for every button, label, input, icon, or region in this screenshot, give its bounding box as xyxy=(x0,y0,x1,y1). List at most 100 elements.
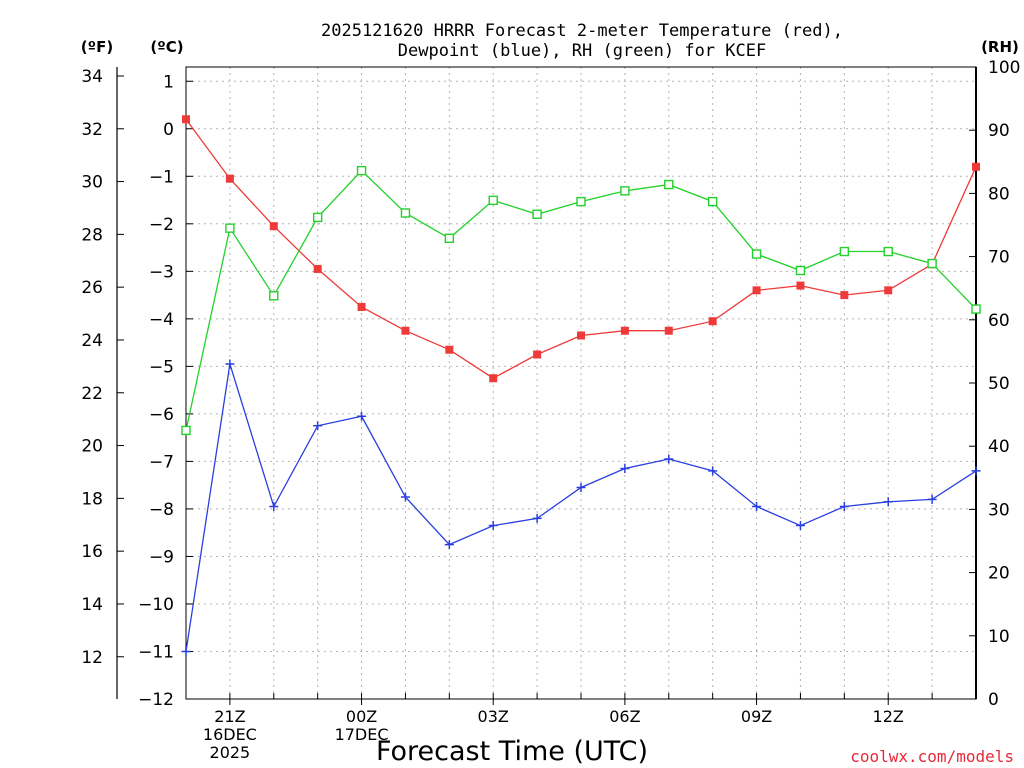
celsius-tick-label: −6 xyxy=(149,405,174,425)
celsius-tick-label: −9 xyxy=(149,547,174,567)
rh-point xyxy=(356,165,367,176)
rh-point xyxy=(707,196,718,207)
rh-point xyxy=(751,249,762,259)
fahrenheit-tick-label: 32 xyxy=(81,120,103,140)
celsius-tick-label: −8 xyxy=(149,500,174,520)
rh-tick-label: 90 xyxy=(988,121,1010,141)
celsius-tick-label: 1 xyxy=(163,72,174,92)
rh-tick-label: 50 xyxy=(988,374,1010,394)
dewpoint-point xyxy=(488,521,498,531)
dewpoint-point xyxy=(357,411,367,421)
rh-point xyxy=(664,179,674,190)
dewpoint-point xyxy=(225,359,235,369)
fahrenheit-tick-label: 18 xyxy=(81,489,103,509)
x-tick-label: 12Z xyxy=(873,707,904,726)
dewpoint-point xyxy=(181,646,191,656)
rh-tick-label: 30 xyxy=(988,500,1010,520)
2-meter-temperature-point xyxy=(752,286,761,295)
x-tick-label: 00Z xyxy=(346,707,377,726)
2-meter-temperature-point xyxy=(313,264,322,273)
dewpoint-point xyxy=(532,513,542,523)
rh-tick-label: 0 xyxy=(988,690,999,710)
dewpoint-point xyxy=(883,497,893,507)
2-meter-temperature-point xyxy=(840,291,849,300)
x-axis-label: Forecast Time (UTC) xyxy=(376,736,648,767)
2-meter-temperature-point xyxy=(225,174,234,183)
x-tick-label: 21Z xyxy=(214,707,245,726)
2-meter-temperature-point xyxy=(972,162,980,171)
celsius-tick-label: −5 xyxy=(149,357,174,377)
dewpoint-point xyxy=(664,454,674,464)
rh-tick-label: 20 xyxy=(988,564,1010,584)
fahrenheit-tick-label: 16 xyxy=(81,542,103,562)
celsius-tick-label: −1 xyxy=(149,167,174,187)
fahrenheit-tick-label: 22 xyxy=(81,384,103,404)
rh-unit-label: (RH) xyxy=(981,38,1019,56)
rh-point xyxy=(532,209,542,219)
celsius-tick-label: −3 xyxy=(149,262,174,282)
celsius-tick-label: −11 xyxy=(138,642,174,662)
2-meter-temperature-point xyxy=(182,115,190,124)
dewpoint-point xyxy=(795,521,805,531)
fahrenheit-tick-label: 28 xyxy=(81,225,103,245)
fahrenheit-tick-label: 26 xyxy=(81,278,103,298)
2-meter-temperature-point xyxy=(708,317,717,326)
rh-point xyxy=(839,246,850,257)
dewpoint-point xyxy=(313,421,323,431)
x-tick-label: 17DEC xyxy=(335,725,389,744)
rh-point xyxy=(795,265,806,276)
rh-point xyxy=(225,223,235,233)
2-meter-temperature-point xyxy=(796,281,805,290)
dewpoint-point xyxy=(620,464,630,474)
fahrenheit-tick-label: 20 xyxy=(81,437,103,457)
rh-point xyxy=(620,186,630,196)
celsius-tick-label: −2 xyxy=(149,215,174,235)
dewpoint-point xyxy=(839,502,849,512)
rh-tick-label: 80 xyxy=(988,184,1010,204)
x-tick-label: 06Z xyxy=(609,707,640,726)
celsius-tick-label: −7 xyxy=(149,452,174,472)
rh-tick-label: 10 xyxy=(988,627,1010,647)
dewpoint-point xyxy=(752,502,762,512)
2-meter-temperature-point xyxy=(533,350,542,359)
credit-text: coolwx.com/models xyxy=(850,747,1014,766)
2-meter-temperature-point xyxy=(269,222,278,231)
chart-title-line-2: Dewpoint (blue), RH (green) for KCEF xyxy=(398,41,766,61)
celsius-unit-label: (ºC) xyxy=(150,38,183,56)
celsius-tick-label: −4 xyxy=(149,310,174,330)
2-meter-temperature-point xyxy=(577,331,585,340)
dewpoint-point xyxy=(927,494,937,504)
celsius-tick-label: −10 xyxy=(138,595,174,615)
fahrenheit-tick-label: 12 xyxy=(81,648,103,668)
fahrenheit-tick-label: 14 xyxy=(81,595,103,615)
2-meter-temperature-point xyxy=(620,326,629,335)
rh-point xyxy=(181,425,191,436)
rh-point xyxy=(400,208,411,218)
rh-point xyxy=(269,291,279,301)
2-meter-temperature-point xyxy=(884,286,893,295)
2-meter-temperature-point xyxy=(357,302,366,311)
rh-point xyxy=(883,246,893,257)
2-meter-temperature-point xyxy=(489,374,498,383)
rh-point xyxy=(488,195,498,206)
dewpoint-point xyxy=(576,483,586,493)
rh-tick-label: 100 xyxy=(988,58,1020,78)
rh-point xyxy=(444,233,455,243)
fahrenheit-unit-label: (ºF) xyxy=(81,38,113,56)
rh-tick-label: 70 xyxy=(988,248,1010,268)
celsius-tick-label: 0 xyxy=(163,120,174,140)
2-meter-temperature-point xyxy=(445,345,454,354)
dewpoint-point xyxy=(444,540,454,550)
x-tick-label: 16DEC xyxy=(203,725,257,744)
dewpoint-point xyxy=(269,502,279,512)
axes-layer: 34323028262422201816141210−1−2−3−4−5−6−7… xyxy=(81,58,1020,762)
dewpoint-point xyxy=(708,466,718,476)
rh-point xyxy=(576,196,586,207)
x-tick-label: 2025 xyxy=(210,743,251,762)
series-layer xyxy=(181,115,981,656)
rh-point xyxy=(312,212,323,223)
fahrenheit-tick-label: 24 xyxy=(81,331,103,351)
fahrenheit-tick-label: 34 xyxy=(81,67,103,87)
